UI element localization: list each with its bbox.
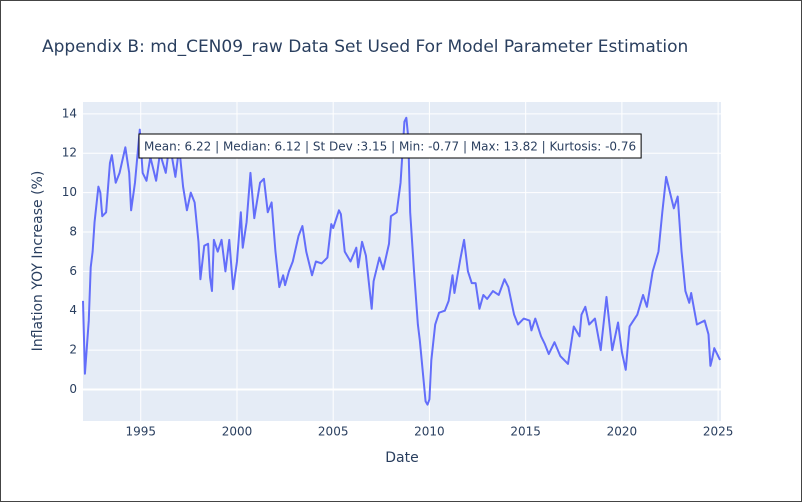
chart-title: Appendix B: md_CEN09_raw Data Set Used F… (42, 37, 688, 57)
y-tick-label: 2 (69, 343, 77, 357)
y-tick-label: 0 (69, 382, 77, 396)
x-tick-label: 1995 (125, 425, 156, 439)
y-tick-label: 10 (62, 185, 77, 199)
x-tick-label: 2020 (607, 425, 638, 439)
x-tick-label: 2010 (414, 425, 445, 439)
x-tick-label: 2015 (510, 425, 541, 439)
y-tick-label: 6 (69, 264, 77, 278)
x-tick-label: 2005 (318, 425, 349, 439)
y-tick-label: 4 (69, 303, 77, 317)
y-tick-label: 8 (69, 224, 77, 238)
y-axis-title: Inflation YOY Increase (%) (30, 171, 46, 352)
annotation-box (138, 133, 642, 159)
x-axis-title: Date (385, 450, 418, 466)
x-tick-label: 2025 (703, 425, 734, 439)
annotation: Mean: 6.22 | Median: 6.12 | St Dev :3.15… (144, 140, 636, 154)
y-tick-label: 14 (62, 106, 77, 120)
x-tick-label: 2000 (222, 425, 253, 439)
y-tick-label: 12 (62, 146, 77, 160)
